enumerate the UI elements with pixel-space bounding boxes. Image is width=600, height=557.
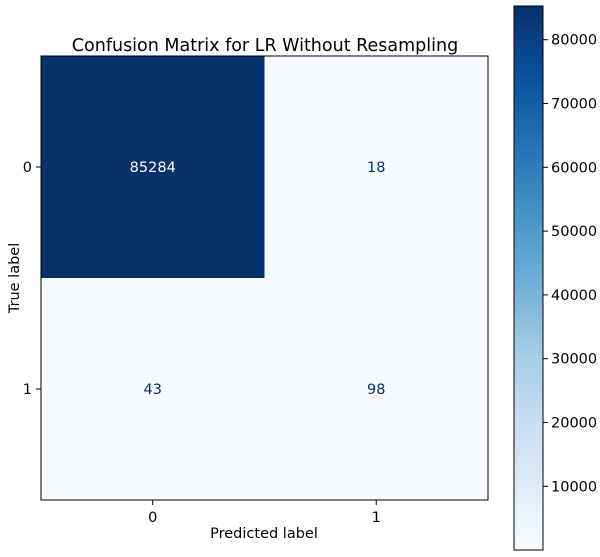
x-tick-label: 0: [148, 510, 157, 526]
heatmap-cell: [41, 56, 265, 278]
cell-value-label: 98: [367, 382, 385, 398]
cell-value-label: 43: [144, 382, 162, 398]
heatmap-cell: [264, 278, 488, 500]
colorbar-tick-label: 10000: [551, 479, 597, 495]
x-tick-label: 1: [372, 510, 381, 526]
colorbar-tick-label: 70000: [551, 97, 597, 113]
heatmap-cells: [41, 56, 488, 500]
cell-value-label: 85284: [130, 160, 176, 176]
colorbar-tick-label: 20000: [551, 416, 597, 432]
colorbar-tick-label: 50000: [551, 224, 597, 240]
plot-frame: [40, 55, 489, 501]
heatmap-cell: [264, 56, 488, 278]
cell-value-label: 18: [367, 160, 385, 176]
y-tick-label: 1: [23, 382, 32, 398]
heatmap-cell: [41, 278, 265, 500]
colorbar-tick-label: 40000: [551, 288, 597, 304]
colorbar-tick-label: 30000: [551, 352, 597, 368]
y-tick-label: 0: [23, 160, 32, 176]
colorbar-tick-label: 80000: [551, 33, 597, 49]
x-axis-label: Predicted label: [210, 526, 318, 542]
y-axis-ticks: 01: [23, 160, 41, 398]
colorbar-tick-label: 60000: [551, 160, 597, 176]
cell-value-labels: 85284 18 43 98: [130, 160, 386, 398]
colorbar-ticks: 10000 20000 30000 40000 50000 60000 70000 80000: [543, 33, 597, 495]
colorbar-gradient: [513, 5, 544, 551]
y-axis-label: True label: [7, 243, 23, 314]
chart-title: Confusion Matrix for LR Without Resampli…: [72, 36, 458, 56]
